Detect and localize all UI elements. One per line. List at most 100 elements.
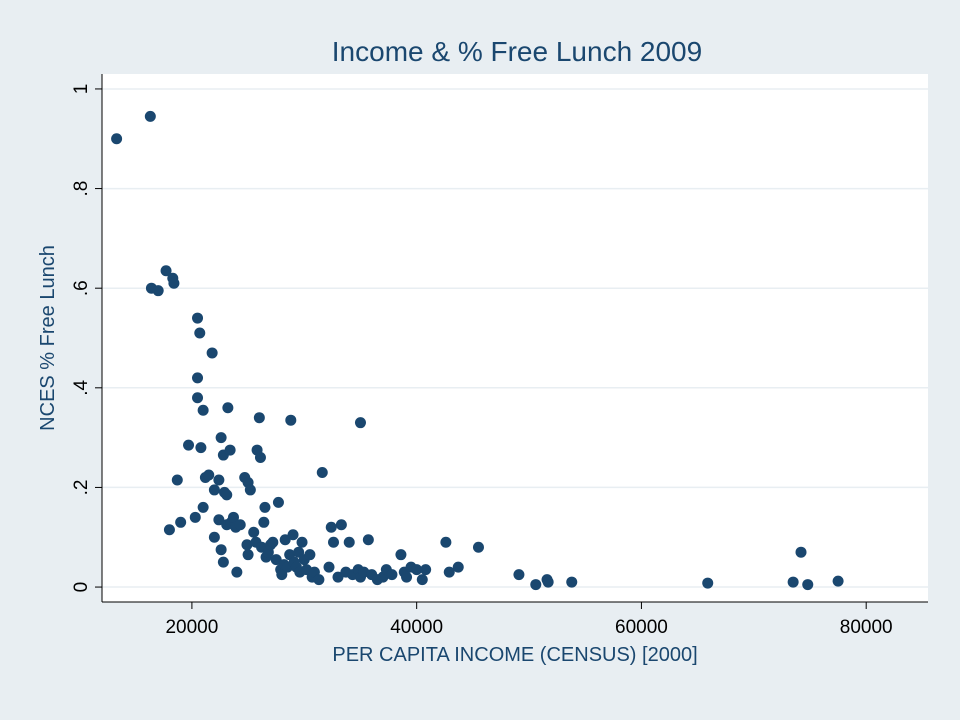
data-point-49 xyxy=(254,452,266,464)
y-tick-label-2: .4 xyxy=(71,379,92,395)
data-point-7 xyxy=(171,474,183,486)
data-point-78 xyxy=(316,466,328,478)
data-points xyxy=(111,110,844,591)
data-point-27 xyxy=(215,544,227,556)
data-point-82 xyxy=(332,571,344,583)
data-point-114 xyxy=(787,576,799,588)
chart-title: Income & % Free Lunch 2009 xyxy=(332,36,702,67)
y-axis-ticks: 0 .2 .4 .6 .8 1 xyxy=(71,84,102,593)
data-point-25 xyxy=(213,474,225,486)
x-tick-label-0: 20000 xyxy=(165,617,218,638)
data-point-20 xyxy=(203,469,215,481)
data-point-66 xyxy=(287,529,299,541)
data-point-39 xyxy=(234,519,246,531)
data-point-113 xyxy=(702,577,714,589)
data-point-15 xyxy=(192,392,204,404)
data-point-107 xyxy=(472,541,484,553)
data-point-3 xyxy=(152,285,164,297)
data-point-106 xyxy=(452,561,464,573)
data-point-9 xyxy=(163,524,175,536)
data-point-117 xyxy=(832,575,844,587)
data-point-23 xyxy=(208,531,220,543)
x-axis-label: PER CAPITA INCOME (CENSUS) [2000] xyxy=(332,644,697,666)
y-tick-label-5: 1 xyxy=(71,84,92,95)
data-point-38 xyxy=(231,566,243,578)
data-point-108 xyxy=(513,569,525,581)
y-tick-label-0: 0 xyxy=(71,582,92,593)
x-tick-label-2: 60000 xyxy=(615,617,668,638)
data-point-11 xyxy=(189,511,201,523)
data-point-0 xyxy=(111,133,123,145)
data-point-56 xyxy=(267,536,279,548)
data-point-18 xyxy=(197,501,209,513)
data-point-62 xyxy=(279,534,291,546)
data-point-74 xyxy=(304,549,316,561)
data-point-104 xyxy=(440,536,452,548)
data-point-13 xyxy=(194,327,206,339)
gridlines xyxy=(102,88,928,588)
axes xyxy=(101,74,928,603)
data-point-41 xyxy=(241,539,253,551)
y-tick-label-4: .8 xyxy=(71,181,92,197)
x-tick-label-1: 40000 xyxy=(390,617,443,638)
y-axis-label: NCES % Free Lunch xyxy=(37,245,59,431)
data-point-91 xyxy=(362,534,374,546)
data-point-21 xyxy=(206,347,218,359)
data-point-99 xyxy=(401,571,413,583)
data-point-79 xyxy=(323,561,335,573)
data-point-45 xyxy=(248,526,260,538)
data-point-57 xyxy=(270,554,282,566)
data-point-48 xyxy=(253,412,265,424)
data-point-112 xyxy=(566,576,578,588)
x-tick-label-3: 80000 xyxy=(840,617,893,638)
y-tick-label-3: .6 xyxy=(71,280,92,296)
data-point-65 xyxy=(285,414,297,426)
data-point-116 xyxy=(802,579,814,591)
data-point-52 xyxy=(259,501,271,513)
data-point-6 xyxy=(168,277,180,289)
data-point-111 xyxy=(542,576,554,588)
data-point-80 xyxy=(325,521,337,533)
data-point-109 xyxy=(530,579,542,591)
data-point-44 xyxy=(242,549,254,561)
data-point-36 xyxy=(227,511,239,523)
data-point-4 xyxy=(160,265,172,277)
data-point-71 xyxy=(296,536,308,548)
data-point-85 xyxy=(343,536,355,548)
data-point-102 xyxy=(416,574,428,586)
data-point-31 xyxy=(221,489,233,501)
data-point-12 xyxy=(192,312,204,324)
data-point-81 xyxy=(328,536,340,548)
data-point-22 xyxy=(208,484,220,496)
data-point-17 xyxy=(197,404,209,416)
data-point-1 xyxy=(144,110,156,122)
x-axis-ticks: 20000 40000 60000 80000 xyxy=(165,602,893,638)
data-point-105 xyxy=(443,566,455,578)
data-point-77 xyxy=(313,574,325,586)
data-point-8 xyxy=(175,516,187,528)
data-point-34 xyxy=(224,444,236,456)
data-point-29 xyxy=(217,556,229,568)
data-point-24 xyxy=(213,514,225,526)
data-point-14 xyxy=(192,372,204,384)
data-point-103 xyxy=(420,564,432,576)
data-point-43 xyxy=(244,484,256,496)
data-point-115 xyxy=(795,546,807,558)
data-point-33 xyxy=(222,402,234,414)
data-point-101 xyxy=(411,564,423,576)
data-point-83 xyxy=(335,519,347,531)
data-point-60 xyxy=(276,569,288,581)
plot-background xyxy=(102,74,928,602)
data-point-26 xyxy=(215,432,227,444)
y-tick-label-1: .2 xyxy=(71,480,92,496)
data-point-51 xyxy=(258,516,270,528)
data-point-69 xyxy=(293,546,305,558)
data-point-88 xyxy=(354,417,366,429)
data-point-58 xyxy=(272,496,284,508)
data-point-97 xyxy=(395,549,407,561)
data-point-16 xyxy=(195,442,207,454)
data-point-10 xyxy=(183,439,195,451)
data-point-96 xyxy=(386,569,398,581)
